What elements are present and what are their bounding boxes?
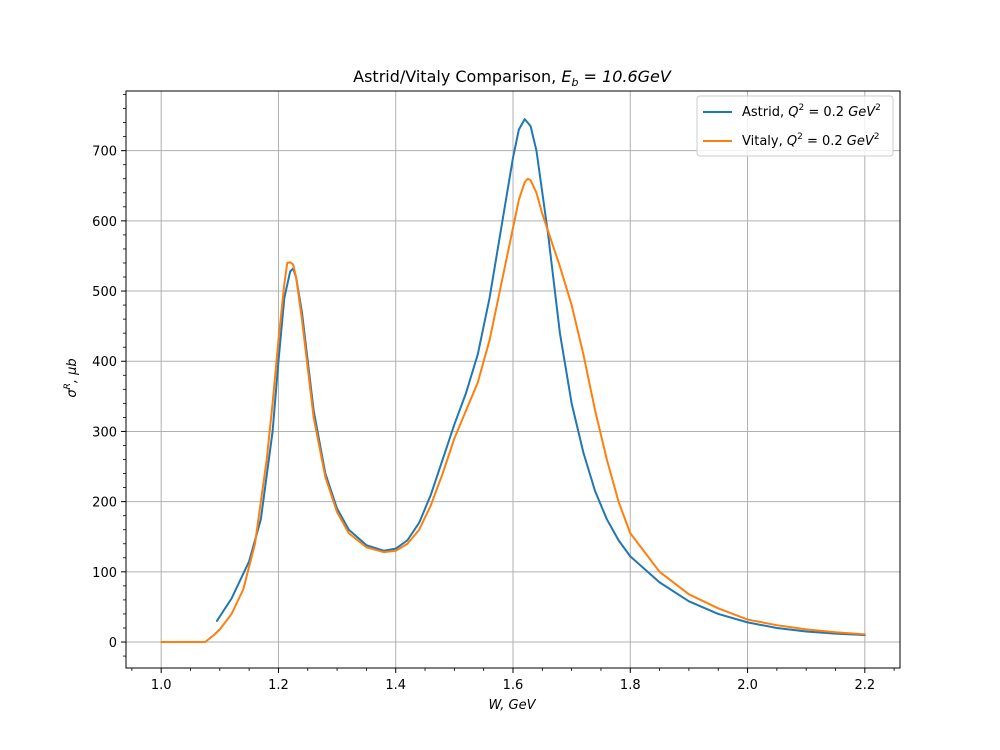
legend-label-vitaly-name: Vitaly, [742,134,787,149]
series-line-vitaly [160,177,866,644]
legend-box [696,95,894,157]
series-layer [160,118,866,644]
y-tick-label: 100 [92,566,117,581]
x-axis-label: W, GeV [488,698,536,713]
y-tick-label: 400 [92,355,117,370]
chart-title-math-rest: = 10.6GeV [578,67,671,86]
y-tick-label: 0 [109,636,117,651]
x-tick-label: 1.4 [385,678,406,693]
chart-title-math-base: E [561,67,572,86]
x-tick-label: 1.6 [503,678,524,693]
y-axis-label-base: σ [65,389,80,398]
y-axis-label-sup: R [63,383,73,389]
y-tick-label: 300 [92,425,117,440]
y-tick-label: 200 [92,496,117,511]
y-axis-label-rest: , μb [65,358,80,383]
legend: Astrid, Q2 = 0.2 GeV2 Vitaly, Q2 = 0.2 G… [696,95,894,157]
y-axis: 0 100 200 300 400 500 600 700 [92,94,126,657]
y-tick-label: 500 [92,285,117,300]
y-tick-label: 600 [92,215,117,230]
legend-label-vitaly: Vitaly, Q2 = 0.2 GeV2 [742,132,880,149]
x-tick-label: 2.2 [854,678,875,693]
chart-title: Astrid/Vitaly Comparison, Eb = 10.6GeV [353,67,672,89]
legend-label-astrid-name: Astrid, [742,105,788,120]
x-axis: 1.0 1.2 1.4 1.6 1.8 2.0 2.2 [131,668,895,693]
grid [126,91,900,668]
x-tick-label: 1.2 [268,678,289,693]
y-axis-label: σR, μb [63,358,80,397]
x-tick-label: 2.0 [737,678,758,693]
chart-title-text: Astrid/Vitaly Comparison, [353,67,561,86]
x-tick-label: 1.8 [620,678,641,693]
x-tick-label: 1.0 [151,678,172,693]
chart-title-math-sub: b [571,76,578,89]
y-tick-label: 700 [92,145,117,160]
legend-label-astrid: Astrid, Q2 = 0.2 GeV2 [742,103,881,120]
